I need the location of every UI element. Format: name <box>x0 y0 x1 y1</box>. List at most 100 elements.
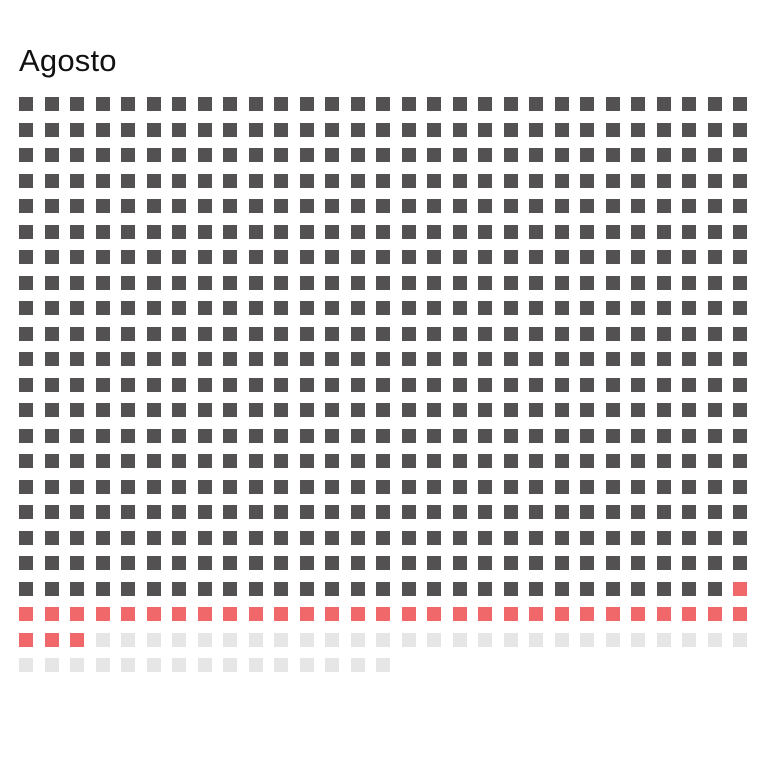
waffle-cell-series-0 <box>733 199 747 213</box>
waffle-cell-series-0 <box>529 403 543 417</box>
waffle-cell-series-0 <box>529 275 543 290</box>
waffle-cell-series-0 <box>248 173 263 188</box>
waffle-cell-series-2 <box>121 632 135 647</box>
waffle-cell-series-0 <box>248 530 263 545</box>
waffle-cell-series-1 <box>529 607 543 621</box>
waffle-cell-series-0 <box>146 352 161 366</box>
waffle-cell-series-0 <box>248 224 263 239</box>
waffle-cell-series-2 <box>631 632 645 647</box>
waffle-cell-series-0 <box>274 173 288 188</box>
waffle-cell-series-0 <box>223 275 237 290</box>
waffle-cell-series-0 <box>478 352 492 366</box>
waffle-cell-series-0 <box>274 428 288 443</box>
waffle-cell-series-0 <box>605 122 620 137</box>
waffle-cell-series-1 <box>299 607 314 621</box>
waffle-cell-series-0 <box>44 581 59 596</box>
waffle-cell-series-0 <box>146 148 161 162</box>
waffle-cell-series-0 <box>401 275 416 290</box>
waffle-cell-series-0 <box>70 556 84 570</box>
waffle-cell-series-0 <box>707 556 722 570</box>
waffle-cell-series-0 <box>656 454 671 468</box>
waffle-cell-series-2 <box>452 632 467 647</box>
waffle-cell-series-0 <box>274 224 288 239</box>
waffle-cell-series-0 <box>121 556 135 570</box>
waffle-cell-series-0 <box>19 224 33 239</box>
waffle-cell-series-0 <box>401 301 416 315</box>
waffle-cell-series-0 <box>529 377 543 392</box>
waffle-cell-series-0 <box>452 275 467 290</box>
waffle-cell-series-0 <box>503 148 518 162</box>
waffle-cell-series-0 <box>427 352 441 366</box>
waffle-cell-series-0 <box>223 326 237 341</box>
waffle-cell-series-0 <box>325 581 339 596</box>
waffle-cell-series-0 <box>299 581 314 596</box>
waffle-cell-series-0 <box>733 148 747 162</box>
waffle-cell-series-0 <box>146 97 161 111</box>
waffle-cell-series-0 <box>503 97 518 111</box>
waffle-cell-series-0 <box>452 122 467 137</box>
waffle-cell-series-0 <box>121 581 135 596</box>
waffle-cell-series-0 <box>478 326 492 341</box>
waffle-cell-series-0 <box>146 581 161 596</box>
waffle-cell-series-0 <box>682 97 696 111</box>
waffle-cell-series-0 <box>401 199 416 213</box>
waffle-cell-series-0 <box>223 428 237 443</box>
waffle-cell-series-0 <box>146 301 161 315</box>
waffle-cell-series-0 <box>197 148 212 162</box>
waffle-cell-series-0 <box>121 326 135 341</box>
waffle-cell-series-0 <box>274 301 288 315</box>
waffle-cell-series-0 <box>605 301 620 315</box>
waffle-cell-series-0 <box>452 352 467 366</box>
waffle-cell-series-0 <box>682 479 696 494</box>
waffle-cell-series-0 <box>146 199 161 213</box>
waffle-cell-series-0 <box>554 505 569 519</box>
waffle-cell-series-0 <box>503 224 518 239</box>
waffle-cell-series-0 <box>733 250 747 264</box>
waffle-cell-series-0 <box>656 428 671 443</box>
waffle-cell-series-0 <box>529 97 543 111</box>
waffle-cell-series-0 <box>223 454 237 468</box>
waffle-cell-series-0 <box>299 556 314 570</box>
waffle-cell-series-0 <box>146 326 161 341</box>
waffle-cell-series-0 <box>274 479 288 494</box>
waffle-cell-series-0 <box>529 148 543 162</box>
waffle-cell-series-0 <box>427 224 441 239</box>
waffle-cell-series-0 <box>733 326 747 341</box>
waffle-cell-series-1 <box>554 607 569 621</box>
waffle-cell-series-0 <box>682 556 696 570</box>
waffle-cell-series-0 <box>19 377 33 392</box>
waffle-cell-series-0 <box>707 352 722 366</box>
waffle-cell-series-0 <box>274 199 288 213</box>
chart-title: Agosto <box>19 43 117 78</box>
waffle-cell-series-0 <box>95 454 110 468</box>
waffle-cell-series-0 <box>733 454 747 468</box>
waffle-cell-series-0 <box>121 352 135 366</box>
waffle-cell-series-0 <box>580 556 594 570</box>
waffle-cell-series-0 <box>95 173 110 188</box>
waffle-cell-series-0 <box>325 454 339 468</box>
waffle-cell-series-0 <box>707 530 722 545</box>
waffle-cell-series-1 <box>44 632 59 647</box>
waffle-cell-series-0 <box>325 403 339 417</box>
waffle-cell-series-2 <box>248 658 263 672</box>
waffle-cell-series-0 <box>248 556 263 570</box>
waffle-cell-series-0 <box>95 428 110 443</box>
waffle-cell-series-0 <box>146 428 161 443</box>
waffle-cell-series-0 <box>529 556 543 570</box>
waffle-cell-series-0 <box>70 352 84 366</box>
waffle-cell-series-0 <box>95 199 110 213</box>
waffle-cell-series-0 <box>19 250 33 264</box>
waffle-cell-series-0 <box>682 326 696 341</box>
waffle-cell-series-0 <box>121 530 135 545</box>
waffle-cell-series-0 <box>248 326 263 341</box>
waffle-cell-series-0 <box>44 326 59 341</box>
waffle-cell-series-0 <box>733 403 747 417</box>
waffle-cell-series-0 <box>631 377 645 392</box>
waffle-cell-series-1 <box>682 607 696 621</box>
waffle-cell-series-0 <box>70 326 84 341</box>
waffle-cell-series-0 <box>197 326 212 341</box>
waffle-cell-series-0 <box>605 505 620 519</box>
waffle-cell-series-0 <box>248 275 263 290</box>
waffle-cell-series-0 <box>401 377 416 392</box>
waffle-cell-series-0 <box>682 250 696 264</box>
